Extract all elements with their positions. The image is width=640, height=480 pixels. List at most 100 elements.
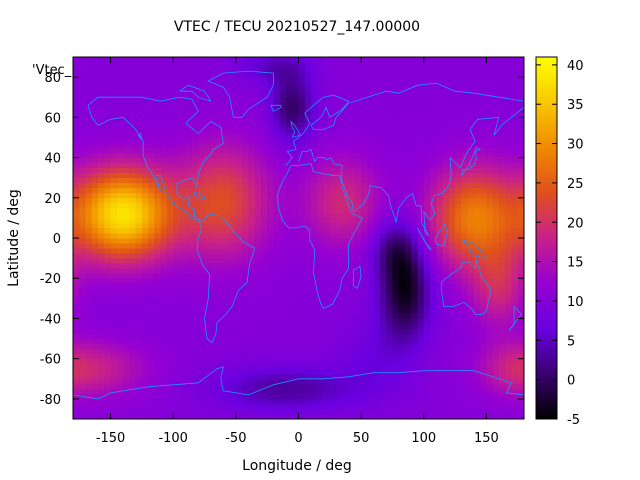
heatmap-cell xyxy=(279,368,287,375)
heatmap-cell xyxy=(417,157,425,163)
heatmap-cell xyxy=(267,87,274,93)
heatmap-cell xyxy=(442,167,450,174)
heatmap-cell xyxy=(336,348,343,355)
heatmap-cell xyxy=(85,308,93,314)
heatmap-cell xyxy=(217,127,224,133)
heatmap-cell xyxy=(223,293,230,299)
heatmap-cell xyxy=(348,308,356,314)
heatmap-cell xyxy=(242,112,249,118)
heatmap-cell xyxy=(298,263,306,269)
heatmap-cell xyxy=(217,197,224,204)
heatmap-cell xyxy=(354,308,362,314)
heatmap-cell xyxy=(192,278,199,284)
heatmap-cell xyxy=(141,313,149,319)
heatmap-cell xyxy=(323,122,331,128)
heatmap-cell xyxy=(379,127,387,133)
heatmap-cell xyxy=(398,222,406,229)
heatmap-cell xyxy=(260,268,268,274)
heatmap-cell xyxy=(223,147,230,153)
heatmap-cell xyxy=(279,137,287,143)
heatmap-cell xyxy=(417,343,425,350)
heatmap-cell xyxy=(79,197,86,204)
heatmap-cell xyxy=(160,298,168,304)
heatmap-cell xyxy=(298,92,306,98)
heatmap-cell xyxy=(217,293,224,299)
heatmap-cell xyxy=(141,363,149,370)
heatmap-cell xyxy=(210,212,218,219)
heatmap-cell xyxy=(179,122,187,128)
heatmap-cell xyxy=(392,343,400,350)
heatmap-cell xyxy=(367,303,375,309)
heatmap-cell xyxy=(436,378,443,385)
heatmap-cell xyxy=(110,212,118,219)
heatmap-cell xyxy=(423,227,431,234)
heatmap-cell xyxy=(436,363,443,370)
heatmap-cell xyxy=(354,112,362,118)
heatmap-cell xyxy=(116,298,124,304)
heatmap-cell xyxy=(110,273,118,279)
heatmap-cell xyxy=(323,67,331,73)
heatmap-cell xyxy=(392,358,400,365)
heatmap-cell xyxy=(179,333,187,339)
heatmap-cell xyxy=(229,137,237,143)
heatmap-cell xyxy=(361,212,368,219)
heatmap-cell xyxy=(498,398,506,405)
heatmap-cell xyxy=(317,293,324,299)
heatmap-cell xyxy=(461,288,469,294)
heatmap-cell xyxy=(242,202,249,209)
heatmap-cell xyxy=(336,232,343,239)
heatmap-cell xyxy=(367,373,375,380)
heatmap-cell xyxy=(85,298,93,304)
heatmap-cell xyxy=(342,293,350,299)
heatmap-cell xyxy=(442,273,450,279)
heatmap-cell xyxy=(404,363,412,370)
heatmap-cell xyxy=(217,288,224,294)
heatmap-cell xyxy=(104,92,111,98)
heatmap-cell xyxy=(123,67,130,73)
heatmap-cell xyxy=(467,67,475,73)
heatmap-cell xyxy=(235,278,243,284)
heatmap-cell xyxy=(498,127,506,133)
heatmap-cell xyxy=(179,278,187,284)
heatmap-cell xyxy=(498,358,506,365)
heatmap-cell xyxy=(492,147,500,153)
heatmap-cell xyxy=(455,353,462,360)
heatmap-cell xyxy=(185,62,193,68)
heatmap-cell xyxy=(417,227,425,234)
heatmap-cell xyxy=(160,207,168,214)
heatmap-cell xyxy=(85,107,93,113)
heatmap-cell xyxy=(367,403,375,410)
heatmap-cell xyxy=(273,343,281,350)
heatmap-cell xyxy=(492,323,500,329)
heatmap-cell xyxy=(423,142,431,148)
heatmap-cell xyxy=(492,142,500,148)
heatmap-cell xyxy=(342,328,350,334)
heatmap-cell xyxy=(242,142,249,148)
heatmap-cell xyxy=(260,353,268,360)
heatmap-cell xyxy=(104,222,111,229)
heatmap-cell xyxy=(398,72,406,78)
heatmap-cell xyxy=(98,177,105,184)
heatmap-cell xyxy=(123,192,130,199)
heatmap-cell xyxy=(223,172,230,179)
heatmap-cell xyxy=(73,353,80,360)
heatmap-cell xyxy=(198,92,205,98)
heatmap-cell xyxy=(204,172,212,179)
heatmap-cell xyxy=(430,102,437,108)
heatmap-cell xyxy=(348,122,356,128)
heatmap-cell xyxy=(361,202,368,209)
heatmap-cell xyxy=(248,232,256,239)
heatmap-cell xyxy=(329,77,337,83)
heatmap-cell xyxy=(273,383,281,390)
heatmap-cell xyxy=(129,102,137,108)
heatmap-cell xyxy=(254,87,262,93)
heatmap-cell xyxy=(179,373,187,380)
heatmap-cell xyxy=(204,117,212,123)
heatmap-cell xyxy=(98,303,105,309)
heatmap-cell xyxy=(285,383,293,390)
heatmap-cell xyxy=(242,293,249,299)
heatmap-cell xyxy=(348,212,356,219)
heatmap-cell xyxy=(91,278,99,284)
heatmap-cell xyxy=(386,57,393,63)
heatmap-cell xyxy=(192,172,199,179)
